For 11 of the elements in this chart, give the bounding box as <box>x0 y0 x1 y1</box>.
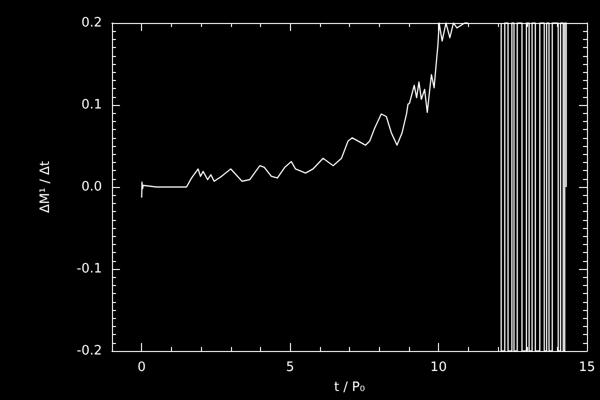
x-axis-title: t / P₀ <box>334 380 365 395</box>
x-tick-label: 5 <box>286 360 294 375</box>
y-tick-label: 0.0 <box>81 180 102 194</box>
y-tick-label: 0.2 <box>81 16 102 30</box>
y-tick-label: -0.1 <box>76 262 102 276</box>
x-tick-label: 15 <box>578 360 596 375</box>
y-tick-label: -0.2 <box>76 344 102 358</box>
x-tick-label: 10 <box>430 360 447 375</box>
x-tick-label: 0 <box>138 360 146 375</box>
y-tick-label: 0.1 <box>81 98 102 112</box>
y-axis-title: ΔM¹ / Δt <box>38 161 53 213</box>
